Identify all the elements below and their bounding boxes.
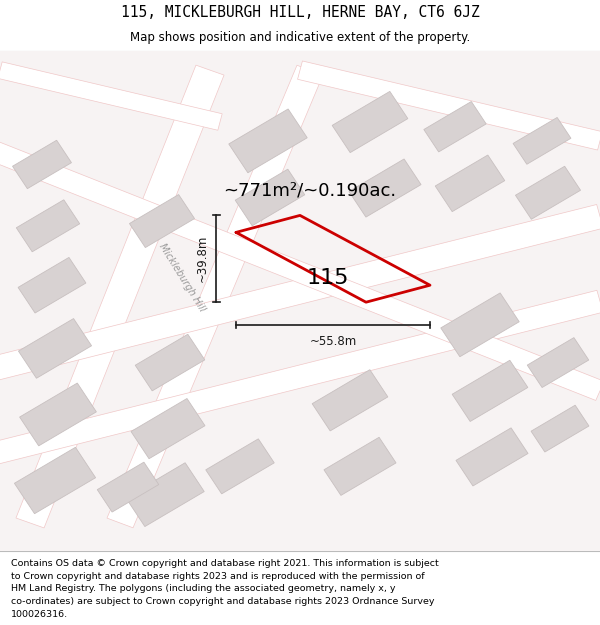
Polygon shape: [452, 360, 528, 421]
Polygon shape: [527, 338, 589, 388]
Text: ~55.8m: ~55.8m: [310, 336, 356, 348]
Polygon shape: [135, 334, 205, 391]
Polygon shape: [130, 194, 194, 248]
Polygon shape: [13, 140, 71, 189]
Polygon shape: [14, 448, 95, 514]
Polygon shape: [0, 204, 600, 384]
Polygon shape: [107, 65, 323, 528]
Text: to Crown copyright and database rights 2023 and is reproduced with the permissio: to Crown copyright and database rights 2…: [11, 571, 424, 581]
Polygon shape: [298, 61, 600, 150]
Polygon shape: [0, 290, 600, 468]
Polygon shape: [235, 169, 305, 226]
Text: 100026316.: 100026316.: [11, 610, 68, 619]
Polygon shape: [349, 159, 421, 217]
Polygon shape: [324, 438, 396, 496]
Text: Contains OS data © Crown copyright and database right 2021. This information is : Contains OS data © Crown copyright and d…: [11, 559, 439, 568]
Polygon shape: [531, 405, 589, 452]
Polygon shape: [332, 91, 408, 152]
Text: HM Land Registry. The polygons (including the associated geometry, namely x, y: HM Land Registry. The polygons (includin…: [11, 584, 395, 594]
Text: Map shows position and indicative extent of the property.: Map shows position and indicative extent…: [130, 31, 470, 44]
Polygon shape: [18, 258, 86, 313]
Polygon shape: [435, 155, 505, 212]
Polygon shape: [16, 200, 80, 252]
Polygon shape: [229, 109, 307, 172]
Polygon shape: [0, 62, 222, 130]
Text: ~39.8m: ~39.8m: [196, 235, 209, 282]
Polygon shape: [312, 370, 388, 431]
Polygon shape: [97, 462, 159, 512]
Polygon shape: [126, 462, 204, 526]
Polygon shape: [513, 118, 571, 164]
Polygon shape: [20, 383, 97, 446]
Polygon shape: [441, 293, 519, 357]
Polygon shape: [19, 319, 92, 378]
Polygon shape: [424, 101, 486, 152]
Polygon shape: [131, 399, 205, 459]
Polygon shape: [16, 65, 224, 528]
Text: 115, MICKLEBURGH HILL, HERNE BAY, CT6 6JZ: 115, MICKLEBURGH HILL, HERNE BAY, CT6 6J…: [121, 5, 479, 20]
Polygon shape: [0, 136, 600, 401]
Polygon shape: [456, 428, 528, 486]
Text: co-ordinates) are subject to Crown copyright and database rights 2023 Ordnance S: co-ordinates) are subject to Crown copyr…: [11, 598, 434, 606]
Polygon shape: [206, 439, 274, 494]
Text: 115: 115: [307, 268, 349, 288]
Text: ~771m²/~0.190ac.: ~771m²/~0.190ac.: [223, 182, 397, 200]
Text: Mickleburgh Hill: Mickleburgh Hill: [157, 242, 207, 314]
Polygon shape: [515, 166, 581, 219]
